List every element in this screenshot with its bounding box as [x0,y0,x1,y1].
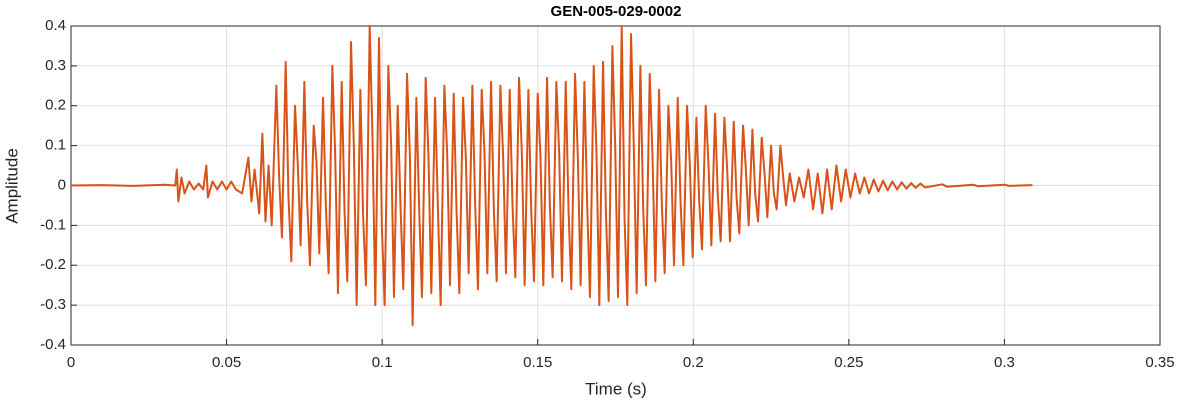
y-tick-label: 0 [58,176,66,193]
x-tick-label: 0.05 [212,354,241,371]
x-tick-label: 0.35 [1145,354,1174,371]
x-tick-label: 0.2 [683,354,704,371]
chart-title: GEN-005-029-0002 [551,3,682,20]
y-tick-label: 0.2 [45,97,66,114]
x-axis-label: Time (s) [585,379,647,398]
x-tick-label: 0.15 [523,354,552,371]
y-tick-label: -0.4 [40,336,66,353]
y-tick-label: 0.3 [45,57,66,74]
y-axis-label: Amplitude [2,148,21,224]
y-tick-label: 0.1 [45,137,66,154]
x-tick-label: 0.25 [834,354,863,371]
x-tick-label: 0 [67,354,75,371]
y-tick-label: 0.4 [45,17,66,34]
x-tick-label: 0.1 [372,354,393,371]
y-tick-label: -0.1 [40,216,66,233]
y-tick-label: -0.3 [40,296,66,313]
waveform-line [70,25,1033,327]
x-tick-label: 0.3 [994,354,1015,371]
y-tick-label: -0.2 [40,256,66,273]
